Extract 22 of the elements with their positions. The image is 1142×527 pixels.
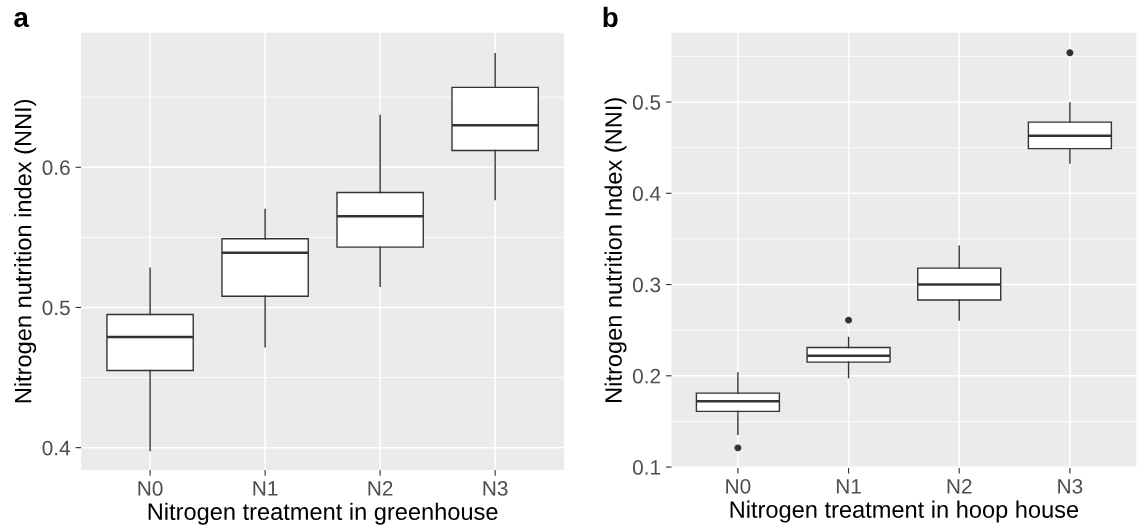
chart-title: b (603, 6, 618, 28)
x-tick-label: N2 (368, 481, 393, 496)
x-axis-title: Nitrogen treatment in greenhouse (148, 502, 498, 525)
y-tick-label: 0.6 (42, 160, 70, 176)
x-tick-label: N3 (483, 481, 508, 496)
y-tick-label: 0.4 (42, 440, 71, 456)
y-tick-label: 0.1 (632, 460, 661, 475)
y-axis-title: Nitrogen nutrition index (NNI) (14, 99, 37, 403)
chart-title: a (14, 11, 30, 28)
y-tick-label: 0.3 (632, 277, 661, 293)
y-tick-label: 0.4 (632, 186, 661, 202)
x-tick-label: N0 (726, 478, 751, 494)
x-tick-label: N3 (1058, 478, 1083, 494)
x-tick-label: N0 (138, 481, 163, 496)
y-tick-label: 0.2 (632, 368, 661, 384)
x-tick-label: N1 (253, 481, 278, 496)
x-tick-label: N2 (947, 478, 972, 494)
x-axis-title: Nitrogen treatment in hoop house (730, 500, 1079, 523)
x-tick-label: N1 (836, 479, 861, 494)
y-tick-label: 0.5 (632, 95, 661, 110)
y-tick-label: 0.5 (42, 300, 70, 316)
y-axis-title: Nitrogen nutrition Index (NNI) (604, 98, 627, 402)
